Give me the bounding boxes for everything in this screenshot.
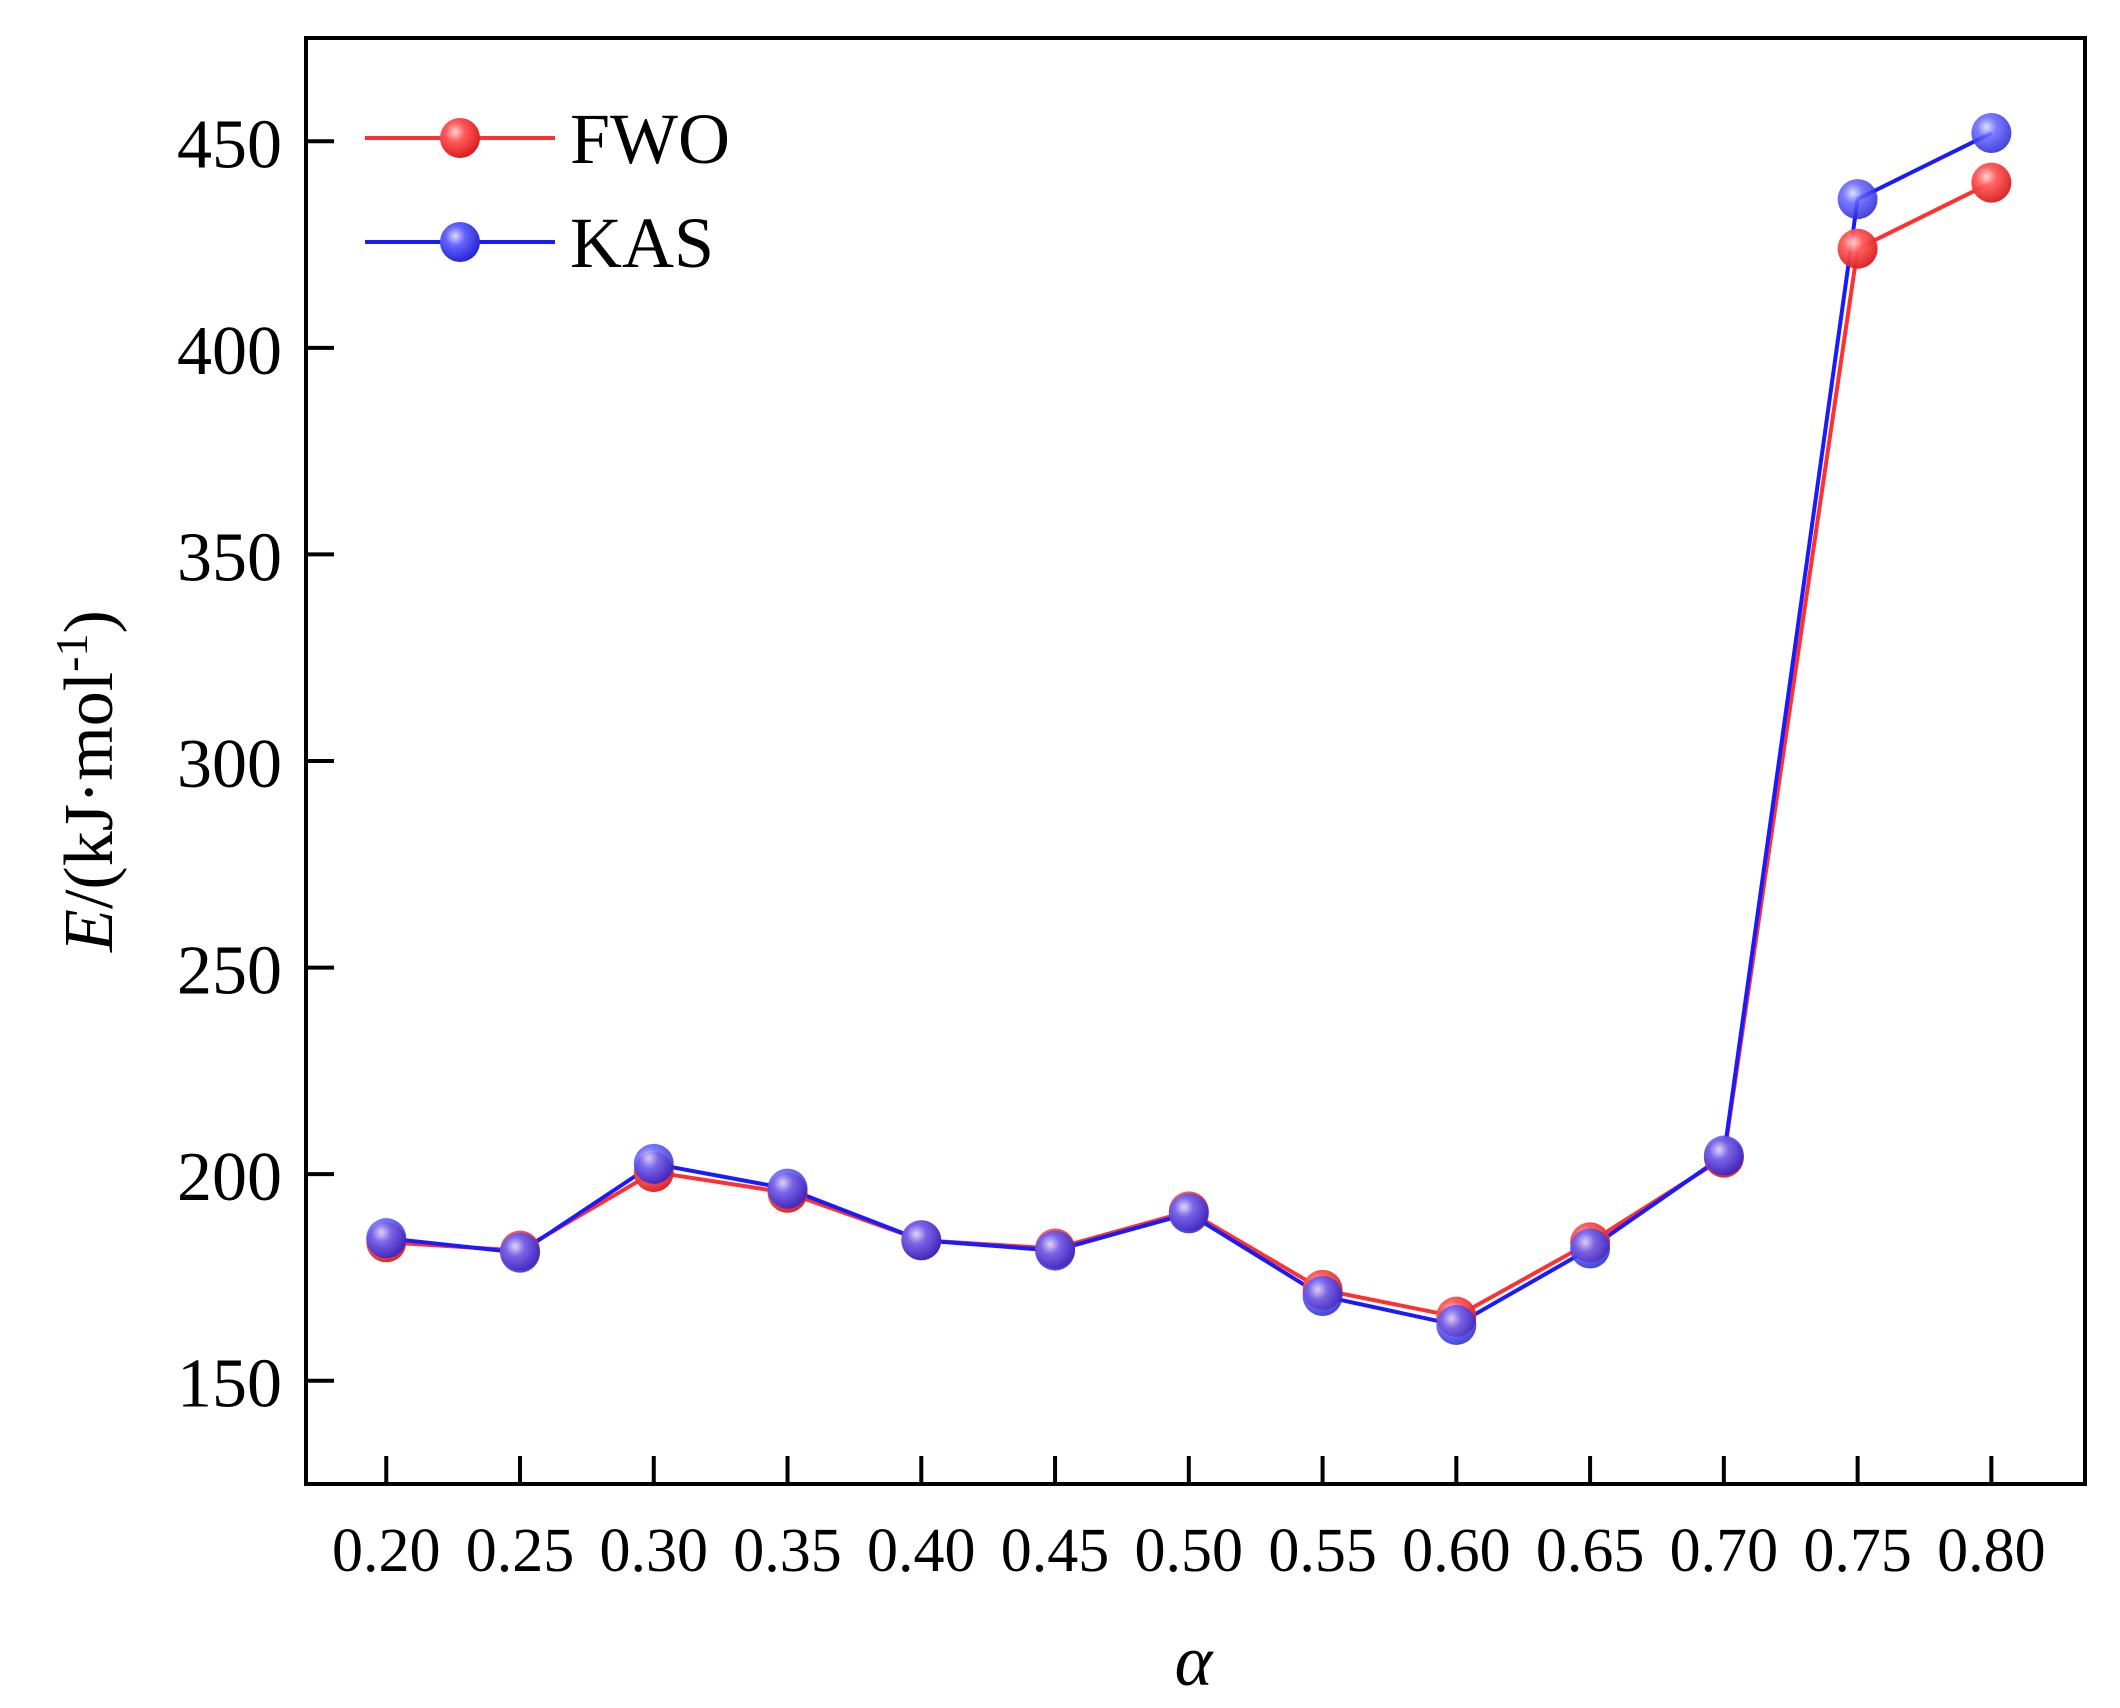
legend-marker-kas (440, 222, 480, 262)
x-tick-label: 0.70 (1670, 1517, 1779, 1585)
y-axis-title: E/(kJ·mol-1) (46, 610, 129, 953)
y-tick-label: 250 (177, 933, 282, 1010)
series-line-kas (386, 131, 1993, 1327)
point-kas (500, 1232, 541, 1273)
point-kas (366, 1218, 407, 1259)
x-tick-label: 0.50 (1135, 1517, 1244, 1585)
y-tick-label: 200 (177, 1139, 282, 1216)
point-kas (1570, 1228, 1611, 1269)
x-tick-label: 0.65 (1536, 1517, 1645, 1585)
y-tick-label: 350 (177, 519, 282, 596)
x-tick-label: 0.60 (1402, 1517, 1511, 1585)
point-kas (1837, 179, 1878, 220)
point-kas (1703, 1135, 1744, 1176)
point-kas (1971, 113, 2012, 154)
point-kas (1168, 1193, 1209, 1234)
x-tick-label: 0.35 (733, 1517, 842, 1585)
x-axis-title: α (1175, 1621, 1214, 1701)
point-fwo (1837, 228, 1878, 269)
x-tick-label: 0.45 (1001, 1517, 1110, 1585)
legend-label-kas: KAS (570, 203, 714, 283)
x-tick-label: 0.25 (466, 1517, 575, 1585)
point-kas (1035, 1230, 1076, 1271)
x-tick-label: 0.20 (332, 1517, 441, 1585)
legend-label-fwo: FWO (570, 99, 730, 179)
legend-marker-fwo (440, 118, 480, 158)
x-tick-label: 0.80 (1937, 1517, 2046, 1585)
series-line-fwo (386, 180, 1993, 1319)
x-tick-label: 0.30 (600, 1517, 709, 1585)
y-tick-label: 450 (177, 106, 282, 183)
y-tick-label: 400 (177, 313, 282, 390)
point-kas (1302, 1276, 1343, 1317)
y-tick-label: 150 (177, 1346, 282, 1423)
y-tick-label: 300 (177, 726, 282, 803)
x-tick-label: 0.55 (1268, 1517, 1377, 1585)
point-fwo (1971, 162, 2012, 203)
point-kas (1436, 1304, 1477, 1345)
x-tick-label: 0.40 (867, 1517, 976, 1585)
point-kas (767, 1168, 808, 1209)
point-kas (633, 1143, 674, 1184)
point-kas (901, 1220, 942, 1261)
x-tick-label: 0.75 (1803, 1517, 1912, 1585)
